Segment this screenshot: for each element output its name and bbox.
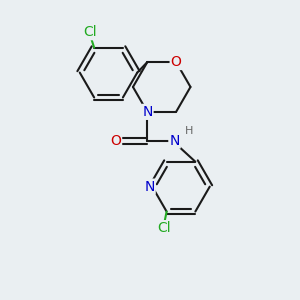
Text: Cl: Cl (157, 221, 171, 235)
Text: O: O (110, 134, 121, 148)
Text: Cl: Cl (83, 25, 97, 39)
Text: N: N (169, 134, 180, 148)
Text: H: H (185, 126, 193, 136)
Text: N: N (144, 180, 155, 194)
Text: N: N (142, 105, 152, 119)
Text: O: O (171, 55, 182, 69)
